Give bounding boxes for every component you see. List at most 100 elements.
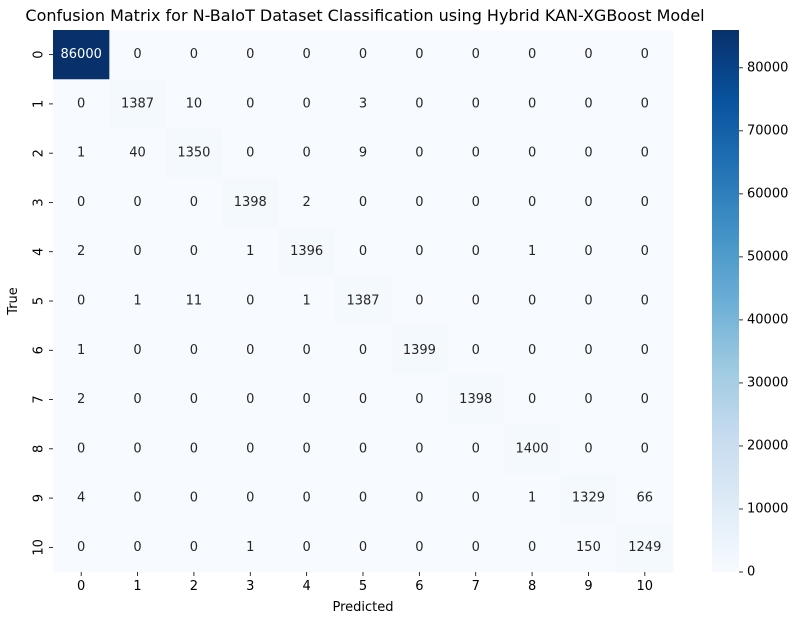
heatmap-cell [616,522,674,573]
heatmap-cell [165,227,223,277]
cell-value-label: 0 [472,96,480,111]
x-tick-label: 7 [472,579,480,594]
cell-value-label: 0 [415,294,423,309]
heatmap-cell [222,79,279,130]
heatmap-cell [503,177,561,228]
cell-value-label: 0 [190,244,198,259]
cell-value-label: 1387 [121,96,154,111]
x-axis-label: Predicted [332,600,393,615]
heatmap-cell [109,128,167,179]
heatmap-cell [165,276,223,327]
cell-value-label: 86000 [61,47,102,62]
cell-value-label: 1 [77,146,85,161]
y-tick-label: 8 [32,445,47,453]
heatmap-cell [447,374,505,425]
y-axis-ticks: 0 1 2 3 4 5 6 7 8 9 10 [32,50,53,556]
cell-value-label: 11 [186,294,203,309]
cell-value-label: 0 [133,392,141,407]
heatmap-cell [222,177,279,228]
heatmap-cell [222,374,279,425]
heatmap-cell [334,30,392,80]
heatmap-cell [109,325,167,376]
cell-value-label: 0 [190,540,198,555]
heatmap-cell [503,522,561,573]
cell-value-label: 0 [641,96,649,111]
heatmap-cell [53,276,110,327]
y-tick-label: 1 [32,100,47,108]
heatmap-cell [616,227,674,277]
heatmap-cell [560,177,618,228]
cell-value-label: 0 [359,540,367,555]
heatmap-cell [109,177,167,228]
cell-value-label: 0 [246,47,254,62]
cell-value-label: 1 [528,491,536,506]
cell-value-label: 10 [186,96,203,111]
colorbar-tick-label: 60000 [747,186,788,201]
heatmap-cell [222,325,279,376]
cell-value-label: 0 [190,47,198,62]
cell-value-label: 0 [359,392,367,407]
colorbar-tick-label: 20000 [747,438,788,453]
heatmap-cell [447,276,505,327]
cell-value-label: 0 [415,244,423,259]
x-tick-label: 10 [637,579,654,594]
cell-value-label: 0 [472,441,480,456]
y-axis-label: True [6,287,21,316]
heatmap-cell [109,374,167,425]
heatmap-cell [53,79,110,130]
y-tick-label: 3 [32,198,47,206]
cell-value-label: 0 [133,491,141,506]
cell-value-label: 0 [133,540,141,555]
cell-value-label: 0 [641,195,649,210]
cell-value-label: 1 [246,540,254,555]
cell-value-label: 0 [584,96,592,111]
heatmap-cell [503,30,561,80]
cell-value-label: 150 [576,540,601,555]
cell-value-label: 0 [246,392,254,407]
heatmap-cell [53,128,110,179]
x-tick-label: 2 [190,579,198,594]
cell-value-label: 0 [641,294,649,309]
cell-value-label: 0 [472,491,480,506]
y-tick-label: 6 [32,346,47,354]
heatmap-cell [278,30,336,80]
cell-value-label: 1 [528,244,536,259]
cell-value-label: 0 [359,47,367,62]
heatmap-cell [53,227,110,277]
cell-value-label: 1387 [346,294,379,309]
cell-value-label: 2 [302,195,310,210]
cell-value-label: 0 [584,47,592,62]
cell-value-label: 0 [584,244,592,259]
heatmap-cell [503,79,561,130]
heatmap-cell [278,522,336,573]
colorbar [712,30,739,572]
cell-value-label: 0 [359,244,367,259]
x-tick-label: 0 [77,579,85,594]
cell-value-label: 1 [77,343,85,358]
heatmap-cell [222,227,279,277]
heatmap-cell [447,473,505,524]
heatmap-cell [165,177,223,228]
cell-value-label: 0 [302,441,310,456]
heatmap-cell [391,522,449,573]
cell-value-label: 0 [246,146,254,161]
heatmap-cell [278,227,336,277]
y-tick-label: 5 [32,297,47,305]
x-tick-label: 1 [133,579,141,594]
heatmap-cell [165,374,223,425]
heatmap-cell [222,30,279,80]
heatmap-cell [109,30,167,80]
y-tick-label: 7 [32,395,47,403]
heatmap-cell [334,424,392,474]
heatmap-cell [391,177,449,228]
heatmap-cell [616,473,674,524]
heatmap-cell [165,30,223,80]
heatmap-cell [334,522,392,573]
cell-value-label: 0 [584,294,592,309]
heatmap-cell [616,325,674,376]
cell-value-label: 0 [77,540,85,555]
heatmap-cell [447,128,505,179]
cell-value-label: 0 [359,343,367,358]
cell-value-label: 0 [641,47,649,62]
